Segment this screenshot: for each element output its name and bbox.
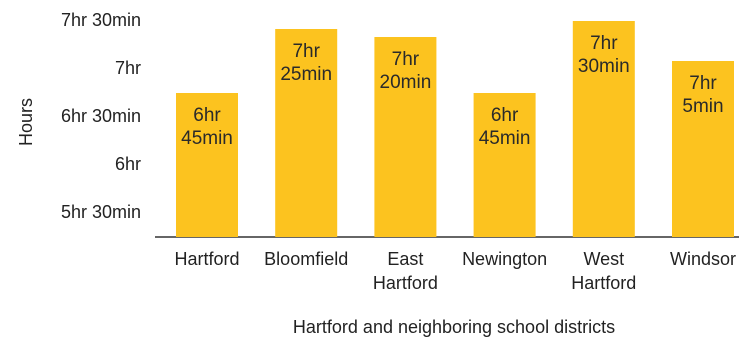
y-axis-title: Hours bbox=[16, 98, 36, 146]
bar bbox=[473, 93, 536, 237]
x-category-label: East bbox=[387, 249, 423, 269]
y-tick-label: 6hr 30min bbox=[61, 106, 141, 126]
x-axis-title: Hartford and neighboring school district… bbox=[293, 317, 615, 337]
y-tick-label: 6hr bbox=[115, 154, 141, 174]
x-category-label: Hartford bbox=[571, 273, 636, 293]
bar-data-label: 45min bbox=[479, 128, 531, 149]
bar-data-label: 25min bbox=[280, 64, 332, 85]
bar-data-label: 5min bbox=[682, 96, 723, 117]
category-labels: Hartford Bloomfield East Hartford Newington W… bbox=[174, 249, 736, 293]
bar bbox=[572, 21, 635, 237]
bar-data-label: 6hr bbox=[193, 105, 221, 126]
x-category-label: Hartford bbox=[174, 249, 239, 269]
bar-data-label: 7hr bbox=[292, 41, 320, 62]
y-tick-label: 7hr bbox=[115, 58, 141, 78]
y-axis-ticks: 5hr 30min 6hr 6hr 30min 7hr 7hr 30min bbox=[61, 10, 141, 222]
bar-data-label: 7hr bbox=[590, 33, 618, 54]
bar-data-label: 45min bbox=[181, 128, 233, 149]
bars bbox=[176, 21, 734, 238]
bar-data-label: 6hr bbox=[491, 105, 519, 126]
bar bbox=[275, 28, 338, 238]
bar-data-labels: 6hr45min7hr25min7hr20min6hr45min7hr30min… bbox=[181, 33, 723, 149]
x-category-label: Windsor bbox=[670, 249, 736, 269]
y-tick-label: 7hr 30min bbox=[61, 10, 141, 30]
bar-data-label: 30min bbox=[578, 56, 630, 77]
x-category-label: Bloomfield bbox=[264, 249, 348, 269]
x-category-label: Hartford bbox=[373, 273, 438, 293]
bar bbox=[374, 37, 437, 237]
x-category-label: West bbox=[583, 249, 624, 269]
y-tick-label: 5hr 30min bbox=[61, 202, 141, 222]
bar bbox=[672, 61, 734, 237]
bar-data-label: 7hr bbox=[392, 49, 420, 70]
bar-data-label: 7hr bbox=[689, 73, 717, 94]
bar-data-label: 20min bbox=[380, 72, 432, 93]
bar bbox=[176, 93, 238, 237]
x-category-label: Newington bbox=[462, 249, 547, 269]
